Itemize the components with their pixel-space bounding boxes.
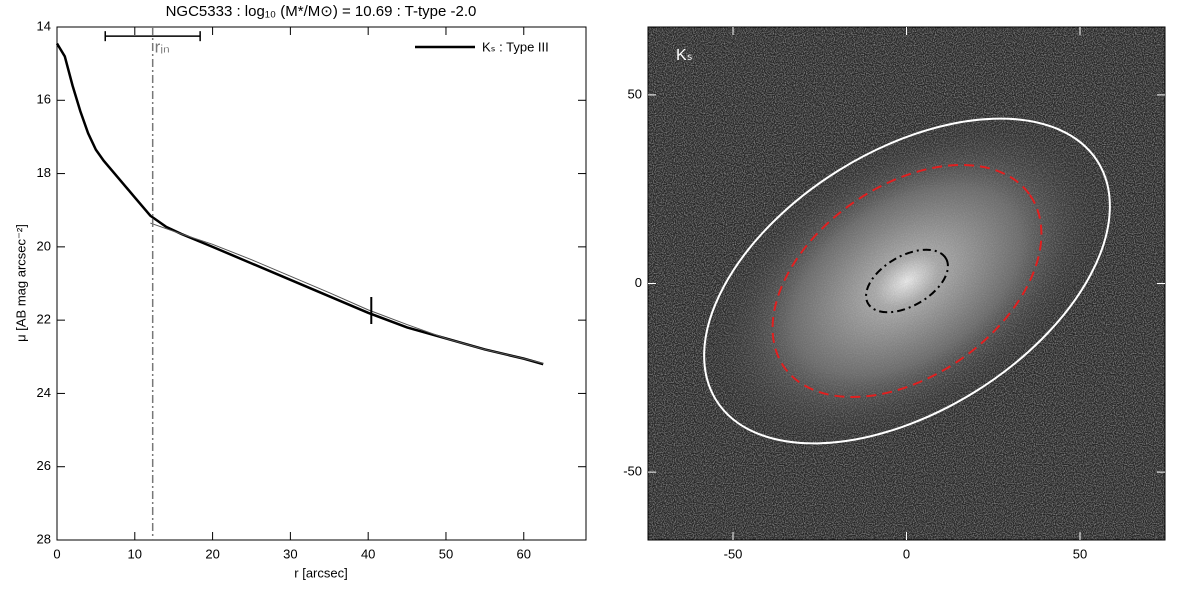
- y-tick-label: 22: [37, 312, 51, 327]
- y-tick-label: 18: [37, 165, 51, 180]
- x-tick-label: 40: [361, 546, 375, 561]
- r-in-label: rᵢₙ: [155, 37, 170, 56]
- plot-frame: [56, 26, 587, 541]
- x-axis-label: r [arcsec]: [294, 565, 347, 580]
- y-tick-label: 24: [37, 385, 51, 400]
- x-tick-label: 30: [283, 546, 297, 561]
- profile-line: [55, 42, 544, 366]
- y-tick-label: 16: [37, 92, 51, 107]
- y-tick-label: 26: [37, 458, 51, 473]
- x-tick-label: 20: [205, 546, 219, 561]
- band-label: Kₛ: [676, 47, 693, 64]
- legend-label: Kₛ : Type III: [482, 39, 549, 54]
- y-tick-label: 50: [628, 86, 642, 101]
- chart-title: NGC5333 : log₁₀ (M*/M⊙) = 10.69 : T-type…: [166, 3, 477, 20]
- fit-line: [150, 222, 544, 364]
- y-tick-label: 0: [635, 275, 642, 290]
- x-tick-label: 60: [517, 546, 531, 561]
- x-tick-label: 0: [53, 546, 60, 561]
- x-tick-label: -50: [724, 546, 743, 561]
- y-tick-label: 28: [37, 531, 51, 546]
- galaxy-image: [648, 27, 1165, 540]
- x-tick-label: 0: [903, 546, 910, 561]
- y-axis-label: μ [AB mag arcsec⁻²]: [13, 224, 28, 342]
- x-tick-label: 50: [1073, 546, 1087, 561]
- x-tick-label: 50: [439, 546, 453, 561]
- y-tick-label: 20: [37, 238, 51, 253]
- x-tick-label: 10: [128, 546, 142, 561]
- y-tick-label: 14: [37, 18, 51, 33]
- y-tick-label: -50: [623, 464, 642, 479]
